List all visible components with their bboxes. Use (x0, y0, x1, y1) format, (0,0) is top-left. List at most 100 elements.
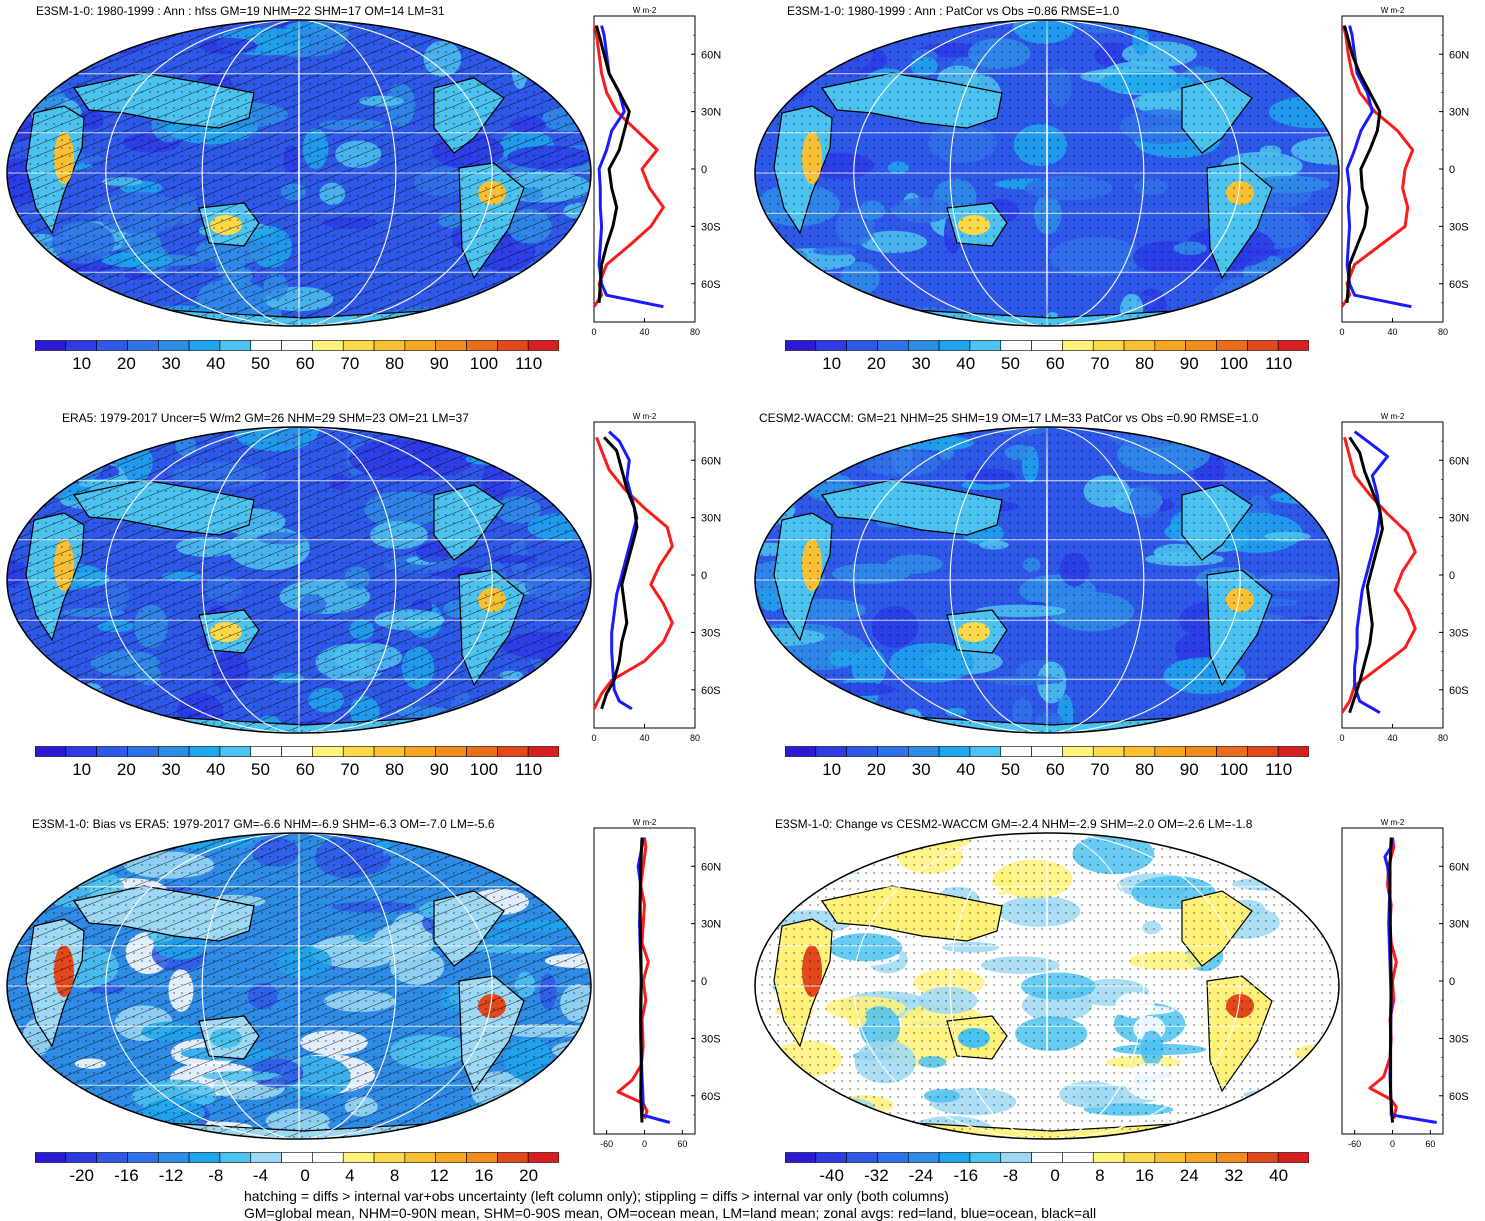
colorbar-swatch (219, 746, 252, 757)
colorbar-tick-label: 40 (956, 760, 976, 779)
colorbar-tick-label: 60 (295, 354, 315, 373)
colorbar-tick-label: -32 (864, 1166, 889, 1185)
zonal-all-line (595, 25, 631, 303)
colorbar-swatch (1185, 1152, 1217, 1163)
colorbar-tick-label: 110 (1265, 760, 1293, 779)
zonal-plot-1: W m-2 60N 30N 0 30S 60S 0 40 80 (580, 4, 730, 354)
colorbar-swatch (1000, 746, 1032, 757)
colorbar-swatch (1216, 746, 1248, 757)
colorbar-swatch (1123, 746, 1156, 757)
colorbar-swatch (250, 340, 282, 351)
colorbar-tick-label: 0 (300, 1166, 310, 1185)
colorbar-swatch (1092, 1152, 1125, 1163)
colorbar-swatch (1031, 746, 1063, 757)
colorbar-tick-label: 90 (1179, 354, 1199, 373)
colorbar-swatch (373, 746, 406, 757)
zonal-lat-tick-label: 0 (701, 570, 707, 582)
colorbar-swatch (1000, 340, 1032, 351)
colorbar-swatch (373, 1152, 406, 1163)
colorbar-swatch (938, 1152, 971, 1163)
colorbar-tick-label: 60 (1045, 354, 1065, 373)
colorbar-swatch (969, 340, 1002, 351)
zonal-units-label: W m-2 (1381, 818, 1405, 827)
map-panel-6 (752, 831, 1342, 1141)
zonal-lat-tick-label: 60N (1449, 49, 1469, 61)
zonal-all-line (638, 837, 644, 1123)
colorbar-swatch (1092, 746, 1125, 757)
colorbar-tick-label: 20 (116, 760, 136, 779)
colorbar-tick-label: 70 (340, 354, 360, 373)
colorbar-swatch (35, 340, 67, 351)
colorbar-swatch (250, 746, 282, 757)
colorbar-tick-label: 50 (251, 354, 270, 373)
zonal-lat-tick-label: 30N (1449, 107, 1469, 119)
colorbar-tick-label: 30 (161, 760, 181, 779)
colorbar-tick-label: 10 (72, 760, 92, 779)
colorbar-tick-label: -12 (158, 1166, 184, 1185)
zonal-lat-tick-label: 0 (701, 164, 707, 176)
colorbar-swatch (250, 1152, 282, 1163)
colorbar-tick-label: 10 (822, 760, 842, 779)
colorbar-swatch (404, 340, 437, 351)
colorbar-tick-label: 80 (1135, 354, 1155, 373)
colorbar-swatch (435, 746, 467, 757)
colorbar-swatch (1031, 340, 1063, 351)
colorbar-swatch (35, 746, 67, 757)
footer-note-1: hatching = diffs > internal var+obs unce… (244, 1188, 949, 1204)
colorbar-tick-label: 80 (1135, 760, 1155, 779)
colorbar-swatch (342, 1152, 375, 1163)
colorbar-swatch (281, 340, 313, 351)
colorbar-swatch (527, 340, 559, 351)
colorbar-tick-label: 20 (519, 1166, 539, 1185)
colorbar-tick-label: 30 (911, 760, 931, 779)
colorbar-swatch (435, 1152, 467, 1163)
colorbar-swatch (219, 340, 252, 351)
colorbar-swatch (188, 746, 221, 757)
zonal-lat-tick-label: 0 (701, 976, 707, 988)
zonal-units-label: W m-2 (633, 412, 657, 421)
colorbar-tick-label: -8 (1002, 1166, 1019, 1185)
colorbar-tick-label: 40 (1269, 1166, 1289, 1185)
colorbar-tick-label: -4 (252, 1166, 269, 1185)
colorbar-swatch (96, 340, 128, 351)
colorbar-tick-label: 30 (911, 354, 931, 373)
colorbar-swatch (815, 340, 847, 351)
colorbar-swatch (497, 340, 529, 351)
colorbar-1: 10 20 30 40 50 60 70 80 90 100 110 (35, 340, 559, 388)
colorbar-swatch (846, 1152, 878, 1163)
colorbar-swatch (219, 1152, 252, 1163)
zonal-x-tick-label: 80 (690, 327, 700, 337)
colorbar-swatch (1154, 1152, 1187, 1163)
zonal-all-line (1348, 436, 1384, 714)
colorbar-tick-label: 10 (72, 354, 92, 373)
colorbar-swatch (312, 746, 344, 757)
colorbar-tick-label: 24 (1179, 1166, 1199, 1185)
colorbar-tick-label: 110 (515, 760, 543, 779)
zonal-x-tick-label: 40 (639, 327, 649, 337)
colorbar-tick-label: 80 (385, 760, 405, 779)
colorbar-swatch (312, 340, 344, 351)
colorbar-tick-label: 70 (340, 760, 360, 779)
colorbar-2: 10 20 30 40 50 60 70 80 90 100 110 (785, 340, 1309, 388)
colorbar-tick-label: -8 (208, 1166, 224, 1185)
colorbar-swatch (846, 340, 878, 351)
zonal-lat-tick-label: 30N (1449, 919, 1469, 931)
colorbar-tick-label: 20 (866, 760, 886, 779)
zonal-lat-tick-label: 30S (1449, 1033, 1469, 1045)
colorbar-swatch (1062, 1152, 1094, 1163)
colorbar-tick-label: 100 (1219, 760, 1249, 779)
zonal-lat-tick-label: 30S (701, 1033, 721, 1045)
colorbar-swatch (1185, 746, 1217, 757)
colorbar-tick-label: 0 (1050, 1166, 1060, 1185)
colorbar-tick-label: 80 (385, 354, 405, 373)
zonal-x-tick-label: 80 (690, 733, 700, 743)
colorbar-tick-label: 10 (822, 354, 842, 373)
colorbar-tick-label: 100 (1219, 354, 1249, 373)
colorbar-swatch (65, 746, 97, 757)
zonal-ocean-line (1353, 430, 1389, 715)
zonal-x-tick-label: -60 (600, 1139, 613, 1149)
zonal-lat-tick-label: 30N (701, 513, 721, 525)
map-panel-1 (4, 18, 594, 328)
zonal-x-tick-label: 0 (591, 327, 596, 337)
colorbar-swatch (157, 340, 190, 351)
